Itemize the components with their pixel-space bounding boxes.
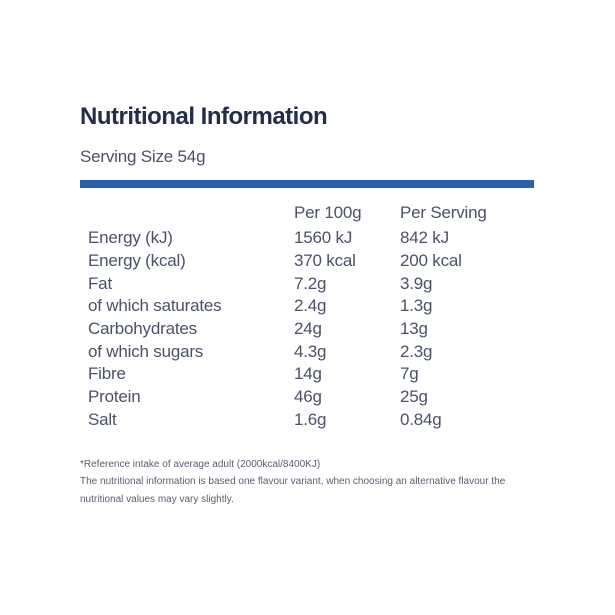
row-value-per-100g: 14g [294,364,322,384]
row-value-per-100g: 2.4g [294,296,327,316]
row-value-per-serving: 13g [400,318,428,338]
row-value-per-serving: 2.3g [400,341,433,361]
row-value-per-100g: 1560 kJ [294,228,353,248]
footnotes-block: *Reference intake of average adult (2000… [80,456,505,508]
footnote-variant-note-line1: The nutritional information is based one… [80,476,506,488]
row-label: Energy (kcal) [88,250,186,270]
row-value-per-serving: 842 kJ [400,228,449,248]
row-value-per-100g: 7.2g [294,273,327,293]
table-row-saturates: of which saturates 2.4g 1.3g [80,295,550,318]
row-label: Protein [88,387,141,406]
row-label: Energy (kJ) [88,228,173,248]
table-row-sugars: of which sugars 4.3g 2.3g [80,341,550,364]
row-label: of which saturates [88,296,222,316]
table-row-carbohydrates: Carbohydrates 24g 13g [80,318,550,341]
row-value-per-100g: 1.6g [294,409,327,429]
table-row-protein: Protein 46g 25g [80,386,550,409]
row-label: Carbohydrates [88,318,197,338]
serving-size-text: Serving Size 54g [80,147,206,166]
row-value-per-serving: 1.3g [400,296,433,316]
table-row-fat: Fat 7.2g 3.9g [80,273,550,296]
row-value-per-serving: 7g [400,364,419,384]
table-row-fibre: Fibre 14g 7g [80,363,550,386]
row-value-per-100g: 370 kcal [294,250,356,270]
footnote-reference-intake: *Reference intake of average adult (2000… [80,459,321,470]
row-value-per-serving: 200 kcal [400,250,462,270]
nutrition-table: Per 100g Per Serving Energy (kJ) 1560 kJ… [80,202,550,431]
row-value-per-100g: 4.3g [294,341,327,361]
accent-divider-bar [80,180,534,188]
row-value-per-serving: 25g [400,387,428,406]
row-label: Fat [88,273,112,293]
column-header-per-serving: Per Serving [400,203,487,222]
table-row-energy-kj: Energy (kJ) 1560 kJ 842 kJ [80,227,550,250]
footnote-variant-note-line2: nutritional values may vary slightly. [80,493,234,505]
column-header-blank [80,202,288,225]
row-value-per-serving: 3.9g [400,273,433,293]
row-value-per-100g: 46g [294,387,322,406]
column-header-per-100g: Per 100g [294,203,362,222]
row-label: Fibre [88,364,126,384]
table-row-salt: Salt 1.6g 0.84g [80,409,550,432]
row-value-per-100g: 24g [294,318,322,338]
page-title: Nutritional Information [80,103,328,130]
table-row-energy-kcal: Energy (kcal) 370 kcal 200 kcal [80,250,550,273]
row-label: of which sugars [88,341,204,361]
row-label: Salt [88,409,117,429]
table-header-row: Per 100g Per Serving [80,202,550,225]
row-value-per-serving: 0.84g [400,409,442,429]
